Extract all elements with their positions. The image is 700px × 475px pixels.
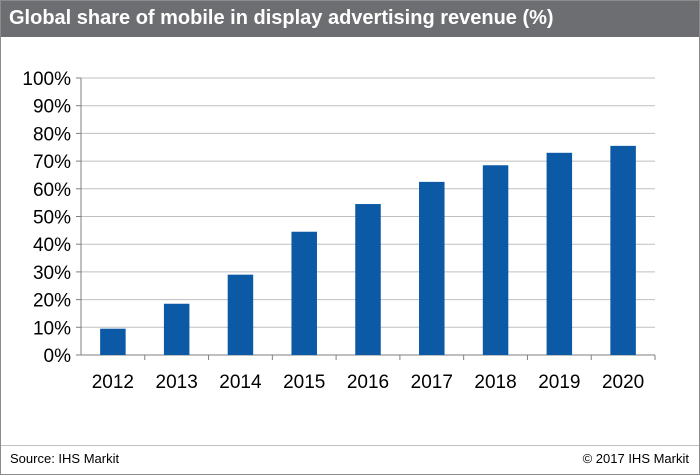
x-tick-label: 2012 bbox=[92, 372, 134, 393]
x-tick-label: 2014 bbox=[219, 372, 262, 393]
y-tick-label: 20% bbox=[33, 291, 71, 312]
y-tick-label: 0% bbox=[44, 346, 72, 367]
bar-chart: 0% 10% 20% 30% 40% 50% 60% 70% 80% 90% 100% 2012 201… bbox=[22, 69, 656, 393]
x-tick-label: 2015 bbox=[283, 372, 325, 393]
bar-2019 bbox=[546, 152, 573, 355]
y-tick-label: 10% bbox=[33, 318, 71, 339]
y-tick-label: 30% bbox=[33, 263, 71, 284]
x-tick-label: 2013 bbox=[156, 372, 198, 393]
footer-divider bbox=[1, 445, 699, 446]
y-tick-label: 60% bbox=[33, 180, 71, 201]
y-tick-label: 90% bbox=[33, 97, 71, 118]
bar-2020 bbox=[610, 145, 636, 355]
x-tick-label: 2018 bbox=[474, 372, 516, 393]
x-tick-label: 2017 bbox=[411, 372, 453, 393]
chart-title: Global share of mobile in display advert… bbox=[9, 7, 554, 29]
bar-2014 bbox=[227, 274, 254, 355]
y-tick-label: 100% bbox=[22, 69, 71, 90]
bar-2015 bbox=[291, 231, 317, 355]
x-tick-label: 2016 bbox=[347, 372, 389, 393]
bar-2012 bbox=[100, 328, 126, 355]
x-tick-label: 2020 bbox=[602, 372, 644, 393]
title-bar: Global share of mobile in display advert… bbox=[1, 1, 699, 37]
source-note: Source: IHS Markit bbox=[10, 451, 120, 466]
y-tick-label: 80% bbox=[33, 124, 71, 145]
bar-2018 bbox=[482, 165, 509, 355]
bar-2017 bbox=[419, 181, 445, 355]
copyright-note: © 2017 IHS Markit bbox=[582, 451, 689, 466]
y-tick-label: 40% bbox=[33, 235, 71, 256]
x-tick-label: 2019 bbox=[538, 372, 580, 393]
y-tick-label: 70% bbox=[33, 152, 71, 173]
bar-2013 bbox=[163, 303, 190, 355]
bar-2016 bbox=[355, 204, 381, 355]
y-tick-label: 50% bbox=[33, 208, 71, 229]
